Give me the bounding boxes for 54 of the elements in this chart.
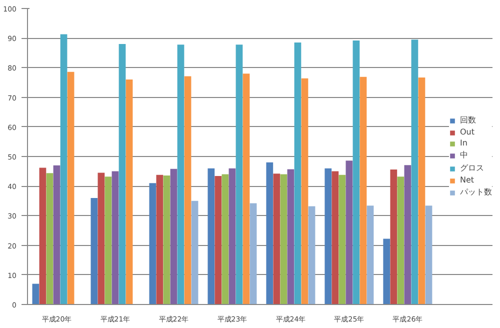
bar [360,76,367,304]
legend-label: グロス [460,162,484,174]
bar [170,168,178,304]
bar [177,44,184,304]
bar [67,72,74,304]
bar [404,165,412,304]
bar [273,174,280,304]
bar [104,176,112,304]
bar [32,284,40,304]
bar [39,168,46,304]
bar [60,34,68,304]
bar [324,168,332,304]
bar [208,168,215,304]
bar [308,206,316,304]
bar [184,76,192,304]
bar [390,170,398,304]
bar [280,174,288,304]
legend-label: パット数 [460,186,492,198]
bar [301,78,308,304]
bar [294,42,302,304]
bar [214,176,222,304]
bar [383,238,390,304]
legend-label: In [460,138,468,148]
bar [287,169,294,304]
bar [98,172,105,304]
bar [338,174,346,304]
bar [242,74,250,304]
bar [53,165,60,304]
bar [366,206,374,304]
bar [332,171,339,304]
bar [163,175,170,304]
bar [156,174,164,304]
bar [228,168,236,304]
bar [90,198,98,304]
bar [250,203,257,304]
legend-label: Out [460,128,476,136]
bar [46,173,54,304]
bar [346,160,353,304]
bar [418,77,426,304]
bar [118,44,126,304]
legend-label: Net [460,176,476,184]
bar [126,80,133,304]
legend-label: 中 [460,150,469,160]
bar [222,174,229,304]
bar [266,162,274,304]
bar [352,40,360,304]
bar [149,183,156,304]
bar [411,40,418,304]
bar [236,44,243,304]
bar [191,200,198,304]
bar [425,206,432,304]
bar [112,171,119,304]
bar [397,176,404,304]
legend-label: 回数 [460,114,477,126]
